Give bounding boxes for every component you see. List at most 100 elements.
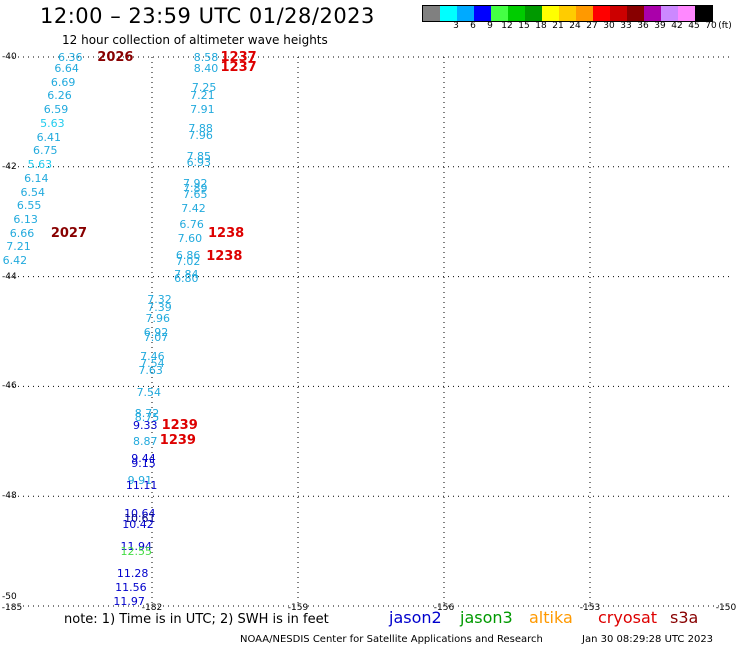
wave-height-value: 8.40 [193, 61, 219, 75]
wave-height-value: 7.84 [174, 267, 199, 281]
longitude-tick-label: -156 [433, 603, 455, 613]
wave-height-value: 11.11 [125, 479, 158, 493]
legend-label: 33 [620, 21, 632, 31]
legend-label: 24 [569, 21, 581, 31]
latitude-tick-label: -48 [2, 491, 17, 502]
legend-swatch [695, 6, 712, 21]
legend-label: 30 [603, 21, 615, 31]
wave-height-value: 6.75 [33, 144, 58, 158]
wave-height-value: 10.42 [122, 517, 154, 531]
wave-height-value: 6.59 [43, 103, 69, 117]
legend-swatch [508, 6, 525, 21]
wave-height-value: 8.87 [133, 435, 158, 449]
wave-height-value: 7.46 [140, 350, 165, 364]
footnote: note: 1) Time is in UTC; 2) SWH is in fe… [64, 612, 329, 627]
legend-swatch [457, 6, 474, 21]
legend-label: 27 [586, 21, 598, 31]
wave-height-value: 8.58 [193, 51, 219, 64]
longitude-tick-label: -150 [715, 603, 737, 613]
pass-number: 1239 [161, 417, 198, 433]
wave-height-value: 6.69 [50, 75, 76, 89]
wave-height-value: 6.92 [143, 325, 169, 339]
legend-label: 39 [654, 21, 666, 31]
wave-height-value: 7.25 [191, 81, 217, 95]
wave-height-value: 11.97 [113, 594, 145, 608]
pass-number: 2027 [50, 225, 88, 241]
wave-height-value: 6.14 [24, 171, 49, 185]
legend-swatch [440, 6, 457, 21]
wave-height-value: 7.60 [177, 232, 203, 246]
wave-height-value: 10.61 [124, 512, 156, 526]
legend-label: 9 [487, 21, 493, 31]
legend-label: 15 [518, 21, 530, 31]
wave-height-value: 7.02 [175, 255, 201, 269]
wave-height-value: 6.86 [175, 248, 201, 262]
legend-swatch [525, 6, 542, 21]
page-subtitle: 12 hour collection of altimeter wave hei… [62, 33, 328, 47]
legend-swatch [491, 6, 508, 21]
wave-height-value: 7.21 [190, 89, 215, 103]
wave-height-value: 7.91 [190, 103, 215, 117]
wave-height-value: 6.80 [174, 271, 199, 285]
longitude-tick-label: -182 [141, 603, 163, 613]
legend-label: 42 [671, 21, 683, 31]
latitude-tick-label: -46 [2, 381, 17, 392]
page-title: 12:00 – 23:59 UTC 01/28/2023 [40, 4, 375, 28]
latitude-tick-label: -42 [2, 161, 17, 172]
wave-height-value: 6.36 [58, 51, 83, 64]
longitude-tick-label: -185 [1, 603, 23, 613]
satellite-name: altika [529, 608, 573, 627]
pass-number: 2026 [97, 50, 134, 65]
legend-label: 36 [637, 21, 649, 31]
wave-height-value: 9.44 [131, 451, 156, 465]
legend-label: 21 [552, 21, 564, 31]
wave-height-value: 6.64 [54, 61, 79, 75]
legend-swatch [627, 6, 644, 21]
generated-timestamp: Jan 30 08:29:28 UTC 2023 [582, 634, 714, 645]
wave-height-value: 6.42 [2, 254, 28, 268]
wave-height-value: 6.41 [36, 130, 62, 144]
legend-swatch [576, 6, 593, 21]
legend-swatch [593, 6, 610, 21]
color-scale-labels: 3 6 9 12 15 18 21 24 27 30 33 36 39 42 45 70 (ft) [422, 21, 740, 33]
wave-height-value: 10.64 [124, 506, 156, 520]
satellite-name: cryosat [598, 608, 658, 627]
satellite-name: s3a [670, 608, 699, 627]
wave-height-value: 8.72 [134, 406, 160, 420]
wave-height-value: 8.75 [134, 410, 160, 424]
wave-height-value: 7.42 [181, 201, 206, 215]
color-scale-legend [422, 5, 713, 22]
wave-height-value: 7.85 [186, 149, 212, 163]
legend-label: 70 [705, 21, 717, 31]
latitude-tick-label: -40 [2, 52, 17, 62]
longitude-tick-label: -153 [579, 603, 601, 613]
legend-label: 45 [688, 21, 700, 31]
legend-swatch [644, 6, 661, 21]
legend-swatch [610, 6, 627, 21]
wave-height-value: 7.96 [145, 311, 171, 325]
pass-number: 1239 [159, 433, 196, 449]
wave-height-value: 7.07 [143, 330, 169, 344]
wave-height-value: 11.28 [116, 567, 149, 581]
wave-height-value: 7.32 [147, 292, 172, 306]
wave-height-value: 6.76 [179, 218, 204, 232]
wave-height-value: 6.66 [9, 226, 35, 240]
wave-height-value: 7.54 [140, 356, 165, 370]
legend-label: 3 [453, 21, 459, 31]
wave-height-value: 7.54 [136, 385, 162, 399]
wave-height-value: 7.21 [6, 240, 31, 254]
legend-swatch [559, 6, 576, 21]
wave-height-value: 7.96 [188, 128, 213, 142]
wave-height-value: 12.55 [120, 545, 153, 559]
satellite-name: jason2 [389, 608, 442, 627]
wave-height-value: 9.15 [131, 457, 156, 471]
wave-height-value: 7.88 [188, 122, 213, 136]
wave-height-value: 7.89 [183, 181, 208, 195]
wave-height-value: 7.65 [183, 188, 208, 202]
latitude-tick-label: -50 [2, 592, 17, 602]
pass-number: 1238 [206, 248, 243, 264]
wave-height-value: 6.26 [47, 89, 72, 103]
wave-height-value: 9.91 [127, 473, 153, 487]
